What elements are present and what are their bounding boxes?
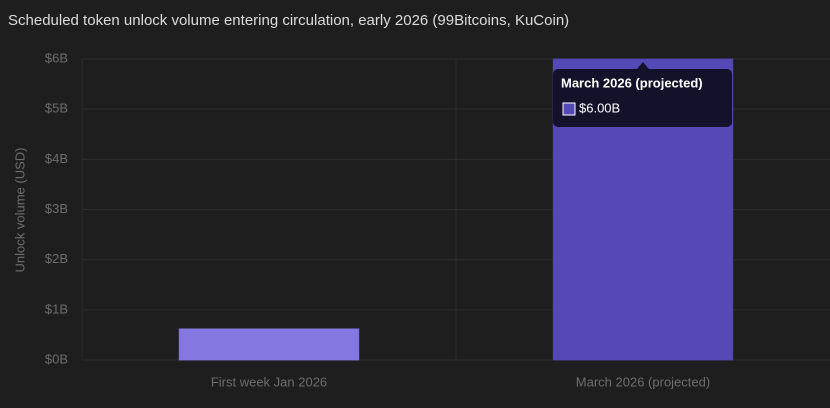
tooltip-arrow: [637, 62, 649, 69]
x-tick-label: First week Jan 2026: [211, 374, 327, 389]
bar: [178, 328, 360, 361]
x-tick-label: March 2026 (projected): [576, 374, 710, 389]
tooltip-value: $6.00B: [579, 100, 620, 115]
y-tick-label: $1B: [45, 301, 68, 316]
tooltip-title: March 2026 (projected): [561, 75, 703, 90]
tooltip: March 2026 (projected) $6.00B: [553, 62, 732, 127]
y-axis-label: Unlock volume (USD): [12, 148, 27, 273]
y-tick-label: $4B: [45, 151, 68, 166]
y-tick-label: $2B: [45, 251, 68, 266]
y-tick-label: $5B: [45, 101, 68, 116]
y-tick-label: $6B: [45, 50, 68, 65]
tooltip-box: [553, 69, 732, 127]
y-tick-label: $0B: [45, 351, 68, 366]
tooltip-swatch: [562, 102, 576, 116]
y-tick-label: $3B: [45, 201, 68, 216]
chart-title: Scheduled token unlock volume entering c…: [8, 12, 569, 29]
